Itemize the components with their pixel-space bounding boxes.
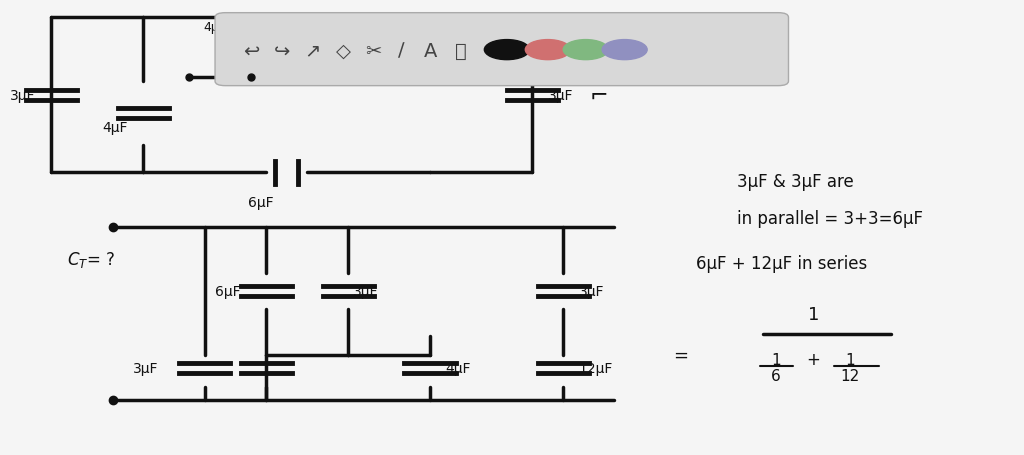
- Text: 12μF: 12μF: [579, 362, 613, 375]
- Text: 3μF: 3μF: [548, 89, 573, 102]
- Text: 4μF: 4μF: [204, 21, 226, 34]
- Text: 1: 1: [845, 352, 855, 367]
- Text: ◇: ◇: [336, 41, 350, 61]
- Text: +: +: [806, 350, 820, 369]
- Text: =: =: [674, 346, 688, 364]
- Text: 12: 12: [841, 368, 859, 383]
- Text: ⬜: ⬜: [455, 41, 467, 61]
- Text: 1: 1: [771, 352, 781, 367]
- FancyBboxPatch shape: [215, 14, 788, 86]
- Text: ↩: ↩: [243, 41, 259, 61]
- Text: 6μF: 6μF: [248, 196, 274, 210]
- Text: ↪: ↪: [273, 41, 290, 61]
- Text: 3μF: 3μF: [133, 362, 159, 375]
- Text: ⌐: ⌐: [590, 86, 608, 106]
- Text: ∕: ∕: [398, 41, 404, 61]
- Circle shape: [525, 40, 570, 61]
- Text: 3μF: 3μF: [579, 284, 604, 298]
- Circle shape: [602, 40, 647, 61]
- Text: $C_T$= ?: $C_T$= ?: [67, 249, 115, 269]
- Text: 1: 1: [808, 305, 820, 323]
- Text: ↗: ↗: [304, 41, 321, 61]
- Text: 3μF & 3μF are: 3μF & 3μF are: [737, 173, 854, 191]
- Circle shape: [484, 40, 529, 61]
- Text: 4μF: 4μF: [102, 121, 128, 134]
- Text: ✂: ✂: [366, 41, 382, 61]
- Text: 6: 6: [771, 368, 781, 383]
- Text: 6μF + 12μF in series: 6μF + 12μF in series: [696, 255, 867, 273]
- Text: 6μF: 6μF: [215, 284, 241, 298]
- Text: 3μF: 3μF: [10, 89, 36, 102]
- Text: 3μF: 3μF: [368, 21, 390, 34]
- Circle shape: [563, 40, 608, 61]
- Text: 3μF: 3μF: [353, 284, 379, 298]
- Text: A: A: [423, 41, 437, 61]
- Text: in parallel = 3+3=6μF: in parallel = 3+3=6μF: [737, 209, 924, 228]
- Text: 4μF: 4μF: [445, 362, 471, 375]
